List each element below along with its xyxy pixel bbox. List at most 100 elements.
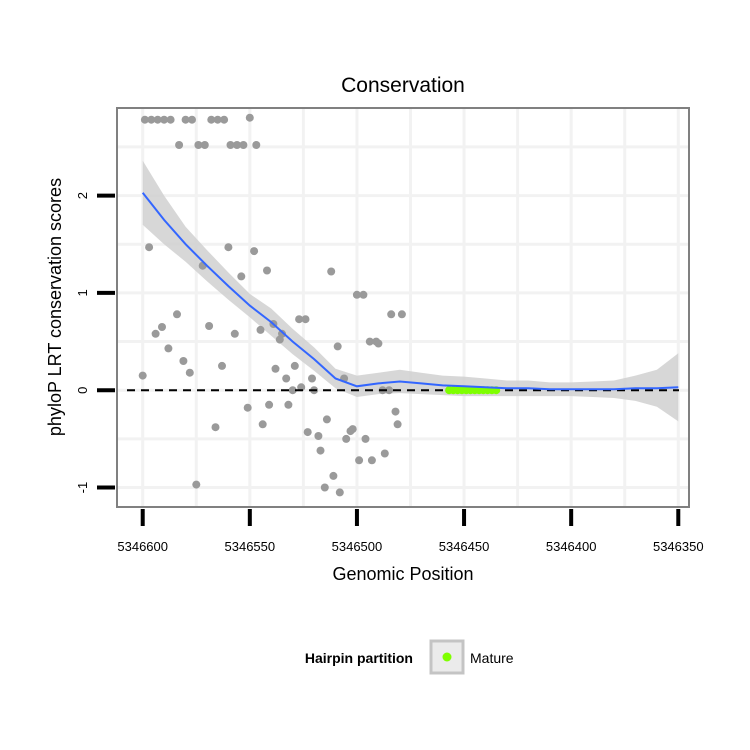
data-point	[250, 247, 259, 256]
data-point	[226, 141, 235, 149]
data-point	[320, 483, 329, 492]
data-point	[265, 400, 274, 409]
data-point	[348, 425, 357, 434]
legend-label-mature: Mature	[470, 650, 514, 666]
data-point	[218, 361, 226, 370]
data-point	[194, 141, 203, 149]
data-point	[327, 267, 336, 276]
legend-key-mature	[429, 639, 465, 675]
data-point	[391, 407, 400, 416]
data-point	[288, 386, 297, 395]
data-point	[252, 141, 261, 149]
data-point	[145, 243, 154, 252]
data-point	[314, 432, 323, 440]
chart-title: Conservation	[341, 74, 465, 97]
data-point	[153, 115, 162, 124]
data-point	[316, 446, 325, 455]
data-point	[220, 115, 229, 124]
data-point	[160, 115, 169, 124]
data-point	[303, 428, 312, 437]
y-axis: -1 0 1 2	[75, 192, 115, 493]
legend: Hairpin partition Mature	[305, 639, 514, 675]
data-point	[397, 310, 406, 319]
x-tick-label: 5346400	[546, 539, 597, 554]
data-point	[185, 368, 194, 377]
data-point	[256, 325, 265, 334]
data-point	[301, 315, 310, 324]
plot-panel	[117, 108, 689, 507]
data-point	[271, 364, 280, 373]
data-point	[147, 115, 156, 124]
data-point	[355, 456, 364, 465]
data-point	[329, 471, 338, 480]
data-point	[192, 480, 201, 489]
x-tick-label: 5346450	[439, 539, 490, 554]
data-point	[158, 323, 166, 331]
panel-border	[116, 107, 690, 508]
data-point	[245, 113, 254, 122]
data-point	[166, 115, 175, 124]
data-point	[295, 315, 304, 324]
data-point	[282, 374, 291, 383]
x-tick-label: 5346550	[225, 539, 276, 554]
data-point	[387, 310, 396, 319]
data-point	[278, 329, 286, 338]
x-tick-label: 5346600	[117, 539, 168, 554]
data-point	[230, 329, 239, 338]
data-point	[352, 290, 361, 299]
smooth-line	[141, 192, 679, 391]
x-axis: 5346600 5346550 5346500 5346450 5346400 53463…	[117, 509, 704, 554]
confidence-ribbon	[142, 160, 679, 422]
data-point	[239, 141, 248, 149]
x-axis-label: Genomic Position	[332, 564, 473, 584]
data-point	[179, 357, 188, 365]
data-point	[361, 434, 370, 443]
data-point	[188, 115, 196, 124]
data-point	[342, 434, 351, 443]
y-tick-label: 0	[75, 387, 90, 394]
y-axis-label: phyloP LRT conservation scores	[45, 178, 65, 436]
data-point	[308, 374, 316, 383]
points-layer	[138, 113, 406, 497]
data-point	[175, 141, 184, 149]
data-point	[367, 456, 376, 465]
data-point	[173, 310, 181, 319]
legend-title: Hairpin partition	[305, 650, 413, 666]
x-tick-label: 5346500	[332, 539, 383, 554]
data-point	[200, 141, 209, 149]
data-point	[393, 420, 402, 429]
data-point	[207, 115, 216, 124]
data-point	[213, 115, 222, 124]
data-point	[140, 115, 149, 124]
data-point	[359, 290, 368, 299]
data-point	[151, 329, 160, 338]
data-point	[290, 361, 299, 370]
data-point	[385, 386, 394, 395]
data-point	[380, 449, 389, 458]
y-tick-label: 2	[75, 192, 90, 199]
data-point	[284, 400, 293, 409]
data-point	[365, 337, 374, 346]
data-point	[224, 243, 233, 252]
mature-points-layer	[445, 386, 501, 395]
data-point	[164, 344, 173, 353]
data-point	[237, 272, 246, 281]
confidence-ribbon-layer	[142, 160, 679, 422]
data-point	[333, 342, 342, 351]
data-point	[243, 403, 252, 412]
data-point	[335, 488, 344, 497]
x-tick-label: 5346350	[653, 539, 704, 554]
data-point	[258, 420, 267, 429]
smooth-line-layer	[141, 192, 679, 391]
legend-key-mature-dot	[442, 652, 452, 662]
data-point	[211, 423, 220, 432]
data-point	[205, 322, 214, 330]
y-tick-label: 1	[75, 289, 90, 296]
data-point	[138, 371, 147, 380]
data-point	[181, 115, 190, 124]
data-point	[263, 266, 271, 275]
data-point	[322, 415, 331, 424]
y-tick-label: -1	[75, 482, 90, 494]
data-point	[374, 339, 383, 348]
